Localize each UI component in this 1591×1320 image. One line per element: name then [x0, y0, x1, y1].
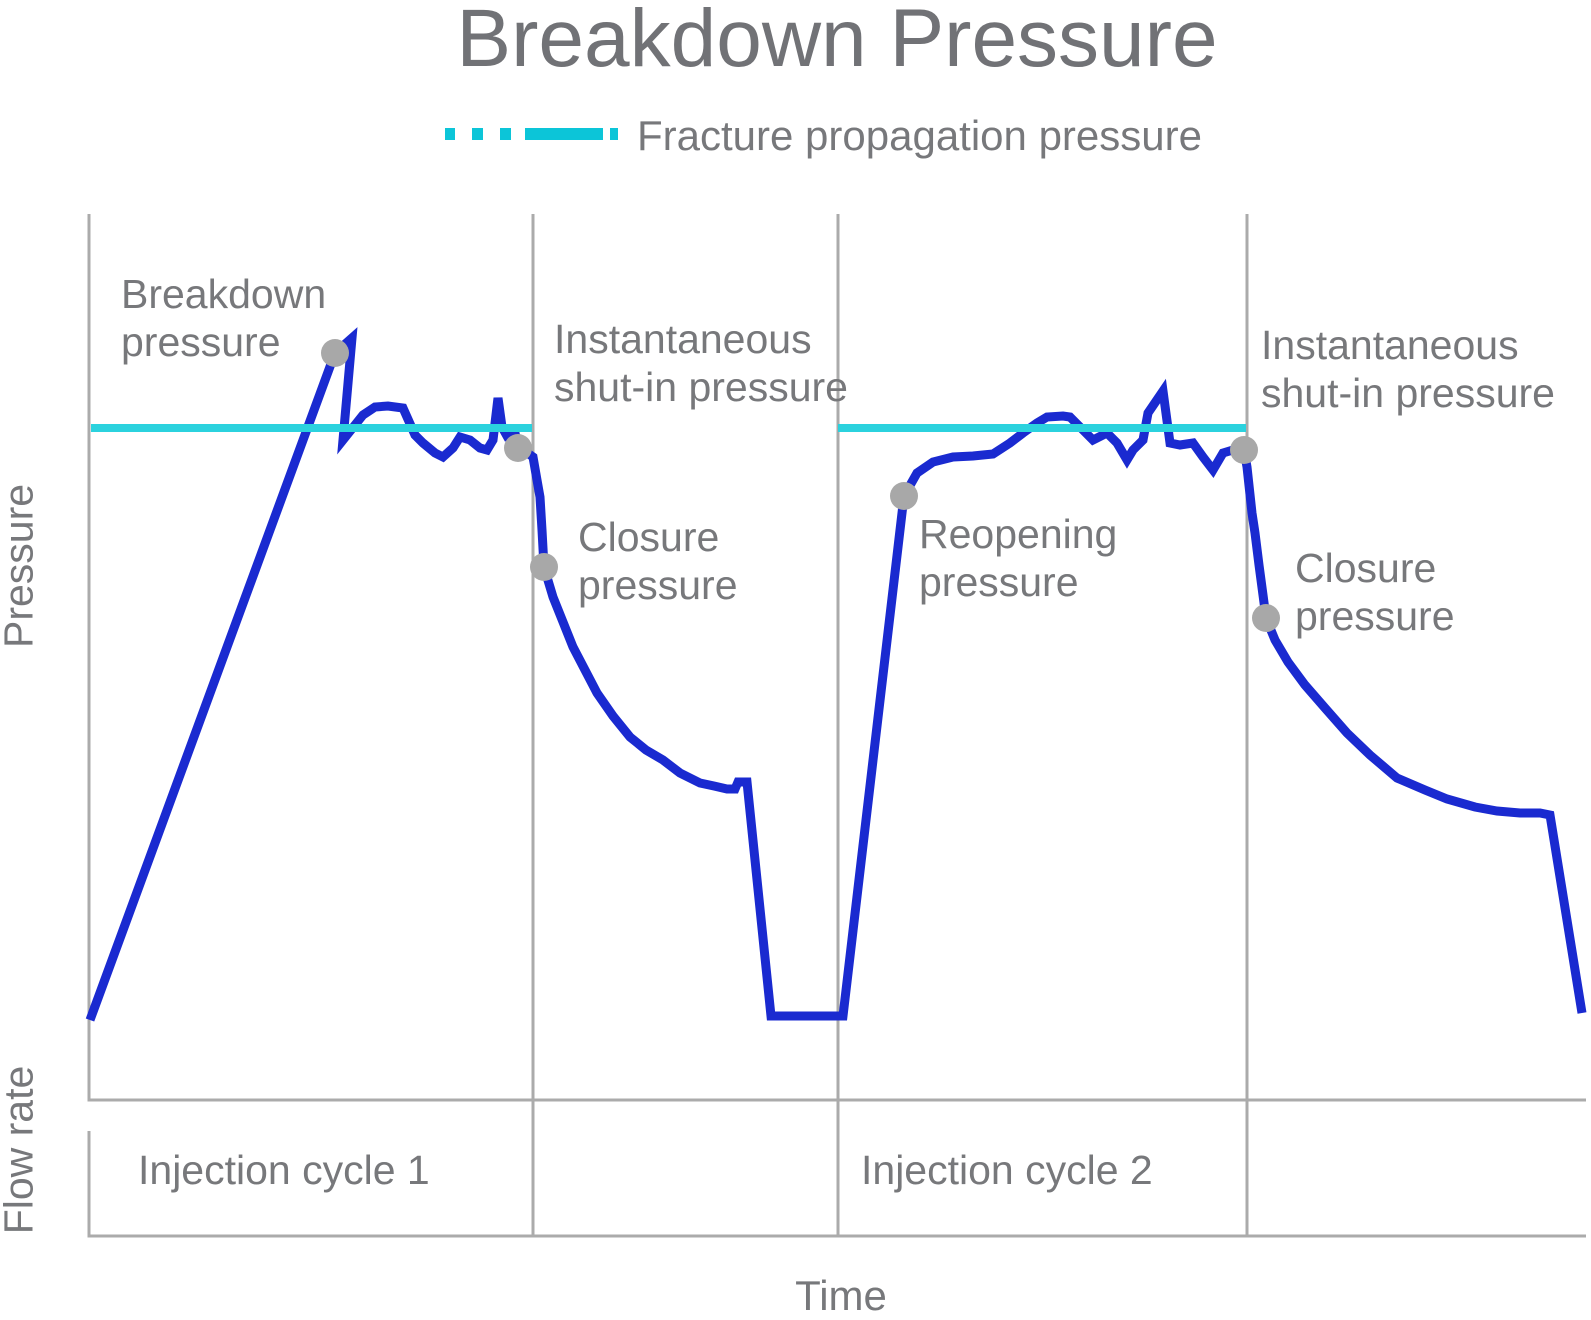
annotation-closure-pressure-1: Closure pressure — [578, 514, 738, 608]
annotation-closure-pressure-2: Closure pressure — [1295, 545, 1455, 639]
annotation-breakdown-pressure: Breakdown pressure — [121, 271, 327, 365]
legend-dash-2 — [472, 128, 483, 140]
legend-dash-5 — [610, 128, 618, 140]
event-dot-1 — [321, 339, 349, 367]
annotation-instantaneous-shut-in-pressure-2: Instantaneous shut-in pressure — [1261, 322, 1555, 416]
y-axis-label-flow-rate: Flow rate — [0, 1065, 42, 1235]
event-dot-6 — [1252, 604, 1280, 632]
injection-cycle-2-label: Injection cycle 2 — [861, 1147, 1153, 1193]
event-dot-3 — [530, 553, 558, 581]
figure-title: Breakdown Pressure — [456, 0, 1218, 84]
x-axis-label-time: Time — [795, 1272, 887, 1319]
legend-dash-1 — [445, 128, 455, 140]
event-dot-5 — [1230, 436, 1258, 464]
legend-label: Fracture propagation pressure — [637, 112, 1202, 159]
annotation-reopening-pressure: Reopening pressure — [919, 511, 1118, 605]
injection-cycle-1-label: Injection cycle 1 — [138, 1147, 430, 1193]
annotation-instantaneous-shut-in-pressure-1: Instantaneous shut-in pressure — [554, 316, 848, 410]
y-axis-label-pressure: Pressure — [0, 483, 42, 649]
event-dot-2 — [504, 434, 532, 462]
event-dot-4 — [890, 482, 918, 510]
legend-dash-4 — [525, 128, 603, 140]
pressure-curve — [85, 327, 1587, 1022]
legend-dash-3 — [500, 128, 511, 140]
